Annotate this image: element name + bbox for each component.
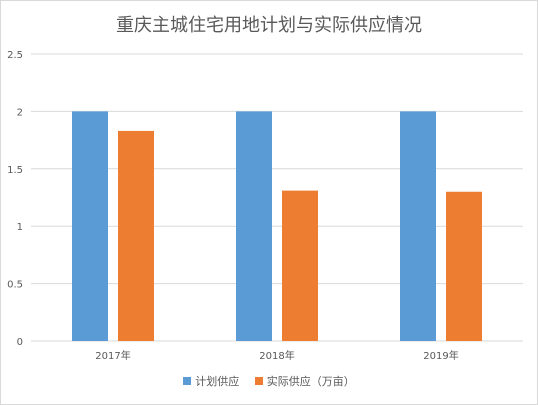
x-tick-label: 2017年 <box>95 349 130 362</box>
y-tick-label: 0.5 <box>7 280 23 291</box>
x-tick-label: 2019年 <box>423 349 458 362</box>
gridlines <box>31 53 523 342</box>
y-axis-labels: 0 0.5 1 1.5 2 2.5 <box>7 50 23 348</box>
chart-title: 重庆主城住宅用地计划与实际供应情况 <box>116 15 422 36</box>
y-tick-label: 1 <box>17 222 23 233</box>
bar <box>118 130 154 341</box>
bars-group <box>72 111 482 342</box>
legend-item-actual: 实际供应（万亩） <box>254 373 355 389</box>
y-tick-label: 2.5 <box>7 50 23 61</box>
y-tick-label: 2 <box>17 107 23 118</box>
legend-label-plan: 计划供应 <box>195 375 240 388</box>
legend: 计划供应 实际供应（万亩） <box>1 373 537 389</box>
bar <box>236 111 272 342</box>
legend-swatch-actual <box>254 377 263 385</box>
bar <box>400 111 436 342</box>
bar <box>282 190 318 341</box>
bar <box>446 191 482 341</box>
x-tick-label: 2018年 <box>259 349 294 362</box>
legend-item-plan: 计划供应 <box>183 373 239 389</box>
bar <box>72 111 108 342</box>
y-tick-label: 1.5 <box>7 165 23 176</box>
x-axis-labels: 2017年 2018年 2019年 <box>95 349 458 362</box>
legend-swatch-plan <box>183 377 192 385</box>
y-tick-label: 0 <box>17 337 23 348</box>
legend-label-actual: 实际供应（万亩） <box>266 375 355 388</box>
